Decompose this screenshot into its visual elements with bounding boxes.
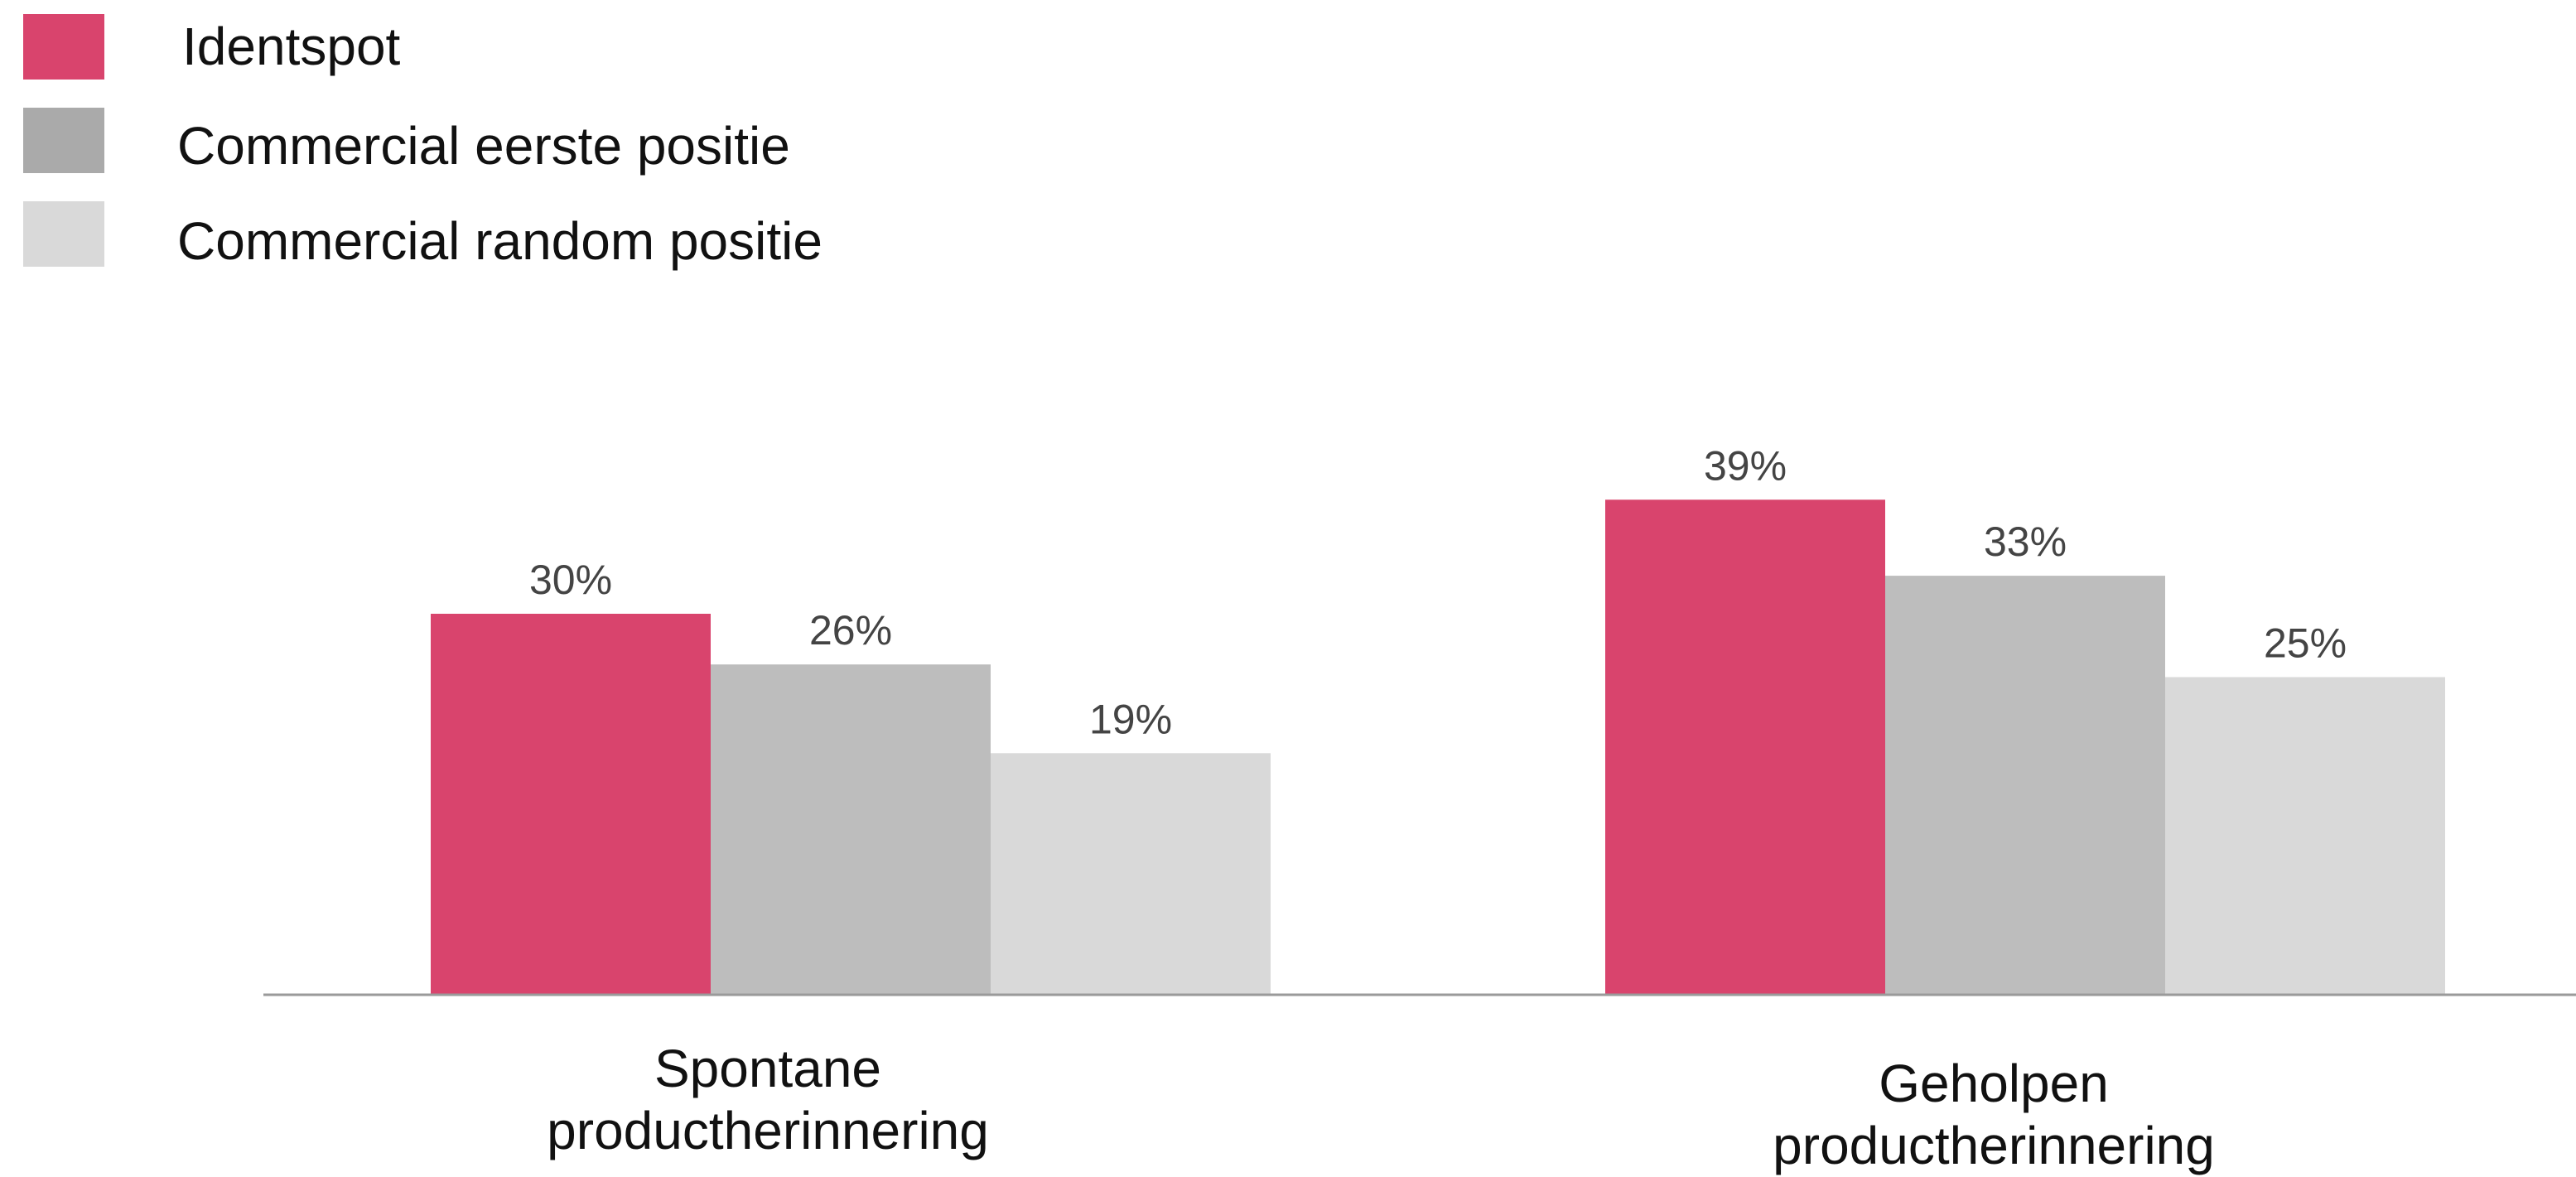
bar-commercial-eerste-positie-geholpen-productherinnering [1885,576,2165,994]
category-labels: SpontaneproductherinneringGeholpenproduc… [547,1039,2215,1175]
bar-identspot-geholpen-productherinnering [1605,499,1885,994]
legend-label-commercial-eerste-positie: Commercial eerste positie [177,116,790,176]
data-label-identspot-geholpen-productherinnering: 39% [1704,442,1787,489]
bar-commercial-eerste-positie-spontane-productherinnering [711,664,991,994]
data-label-commercial-random-positie-geholpen-productherinnering: 25% [2264,620,2347,667]
data-label-commercial-eerste-positie-spontane-productherinnering: 26% [809,607,892,654]
category-label-geholpen-productherinnering-line-2: productherinnering [1773,1116,2215,1175]
legend-swatch-commercial-eerste-positie [23,108,104,173]
value-labels: 30% 26% 19% 39% 33% 25% [529,442,2347,742]
category-label-spontane-productherinnering-line-2: productherinnering [547,1101,989,1160]
bar-identspot-spontane-productherinnering [431,614,711,994]
data-label-commercial-random-positie-spontane-productherinnering: 19% [1089,696,1172,742]
data-label-identspot-spontane-productherinnering: 30% [529,557,612,603]
category-label-spontane-productherinnering-line-1: Spontane [654,1039,881,1098]
category-label-geholpen-productherinnering-line-1: Geholpen [1879,1054,2109,1113]
bars [431,499,2445,994]
legend-label-identspot: Identspot [182,17,401,76]
legend-label-commercial-random-positie: Commercial random positie [177,211,822,271]
legend-swatch-identspot [23,14,104,80]
bar-commercial-random-positie-spontane-productherinnering [991,753,1271,994]
bar-commercial-random-positie-geholpen-productherinnering [2165,677,2445,994]
legend-swatch-commercial-random-positie [23,201,104,267]
data-label-commercial-eerste-positie-geholpen-productherinnering: 33% [1984,519,2067,565]
legend: Identspot Commercial eerste positie Commer… [23,14,822,271]
